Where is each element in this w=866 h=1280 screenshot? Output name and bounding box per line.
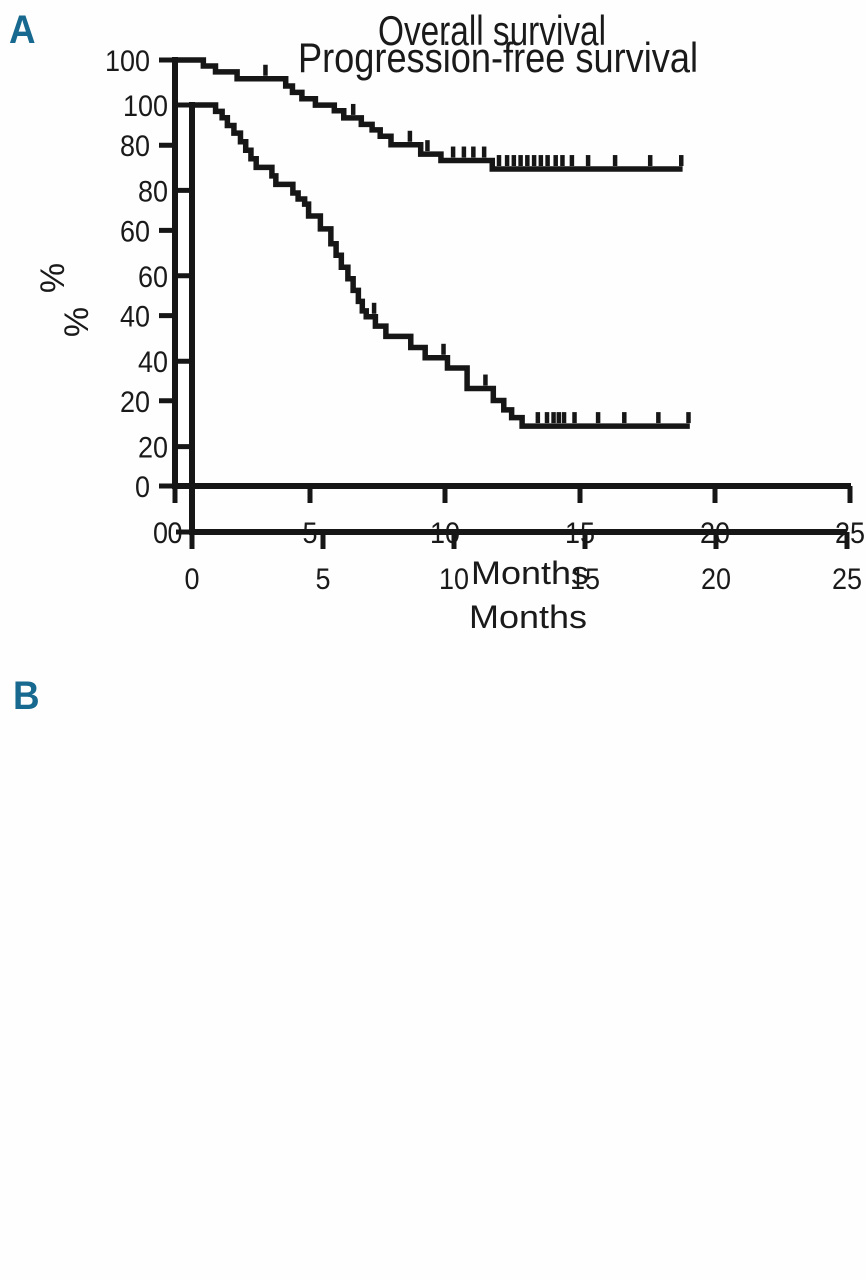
x-tick-label: 5 — [316, 563, 331, 596]
x-axis-label: Months — [471, 555, 589, 591]
y-tick-label: 40 — [120, 301, 150, 334]
x-tick-label: 20 — [701, 563, 731, 596]
y-tick-label: 100 — [105, 45, 150, 78]
chart-title: Overall survival — [378, 7, 606, 54]
y-tick-label: 60 — [120, 215, 150, 248]
x-axis-label: Months — [469, 599, 587, 635]
y-tick-label: 60 — [138, 261, 168, 294]
y-axis-label: % — [58, 307, 96, 337]
chart-title: Progression-free survival — [298, 34, 698, 81]
x-tick-label: 0 — [185, 563, 200, 596]
panel-a-label: A — [9, 8, 36, 52]
overall-survival-chart: Overall survival1008060402000510152025Mo… — [34, 7, 865, 591]
y-tick-label: 100 — [123, 90, 168, 123]
km-curve-path — [175, 57, 683, 172]
y-tick-label: 0 — [135, 471, 150, 504]
y-tick-label: 20 — [120, 386, 150, 419]
y-axis-label: % — [34, 263, 72, 293]
panel-b-label: B — [13, 674, 40, 718]
y-tick-label: 80 — [120, 130, 150, 163]
x-tick-label: 25 — [832, 563, 862, 596]
y-tick-label: 40 — [138, 346, 168, 379]
y-tick-label: 80 — [138, 175, 168, 208]
x-tick-label: 0 — [168, 517, 183, 550]
y-tick-label: 0 — [153, 517, 168, 550]
x-tick-label: 15 — [570, 563, 600, 596]
x-tick-label: 10 — [439, 563, 469, 596]
y-tick-label: 20 — [138, 432, 168, 465]
km-curve-path — [192, 102, 690, 429]
